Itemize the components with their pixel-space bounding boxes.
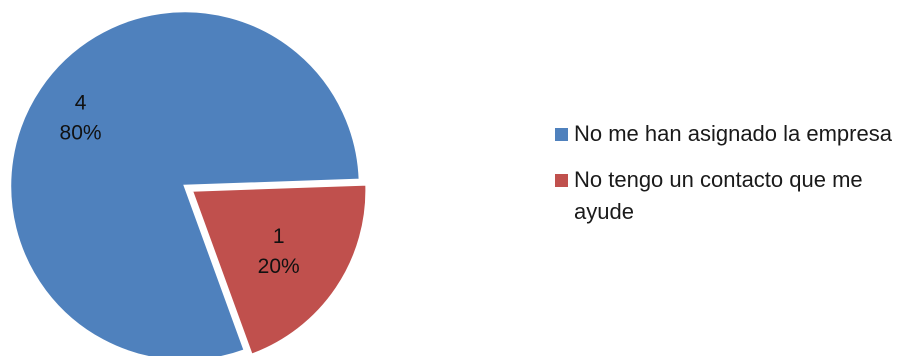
legend-label-no-asignado: No me han asignado la empresa <box>574 121 892 146</box>
legend-swatch-no-asignado <box>555 128 568 141</box>
slice-percent-label-no-asignado: 80% <box>60 122 102 145</box>
legend-swatch-no-contacto <box>555 174 568 187</box>
legend-label-no-contacto: No tengo un contacto que me ayude <box>574 167 863 224</box>
pie-slice-no-contacto <box>189 183 368 356</box>
pie-plot-area: 4 80% 1 20% <box>8 9 368 356</box>
chart-legend: No me han asignado la empresa No tengo u… <box>555 118 895 242</box>
slice-value-label-no-contacto: 1 <box>273 225 285 248</box>
legend-entry-no-contacto: No tengo un contacto que me ayude <box>555 164 895 228</box>
slice-value-label-no-asignado: 4 <box>75 92 87 115</box>
pie-slice-no-asignado <box>8 9 362 356</box>
slice-percent-label-no-contacto: 20% <box>258 255 300 278</box>
legend-entry-no-asignado: No me han asignado la empresa <box>555 118 895 150</box>
